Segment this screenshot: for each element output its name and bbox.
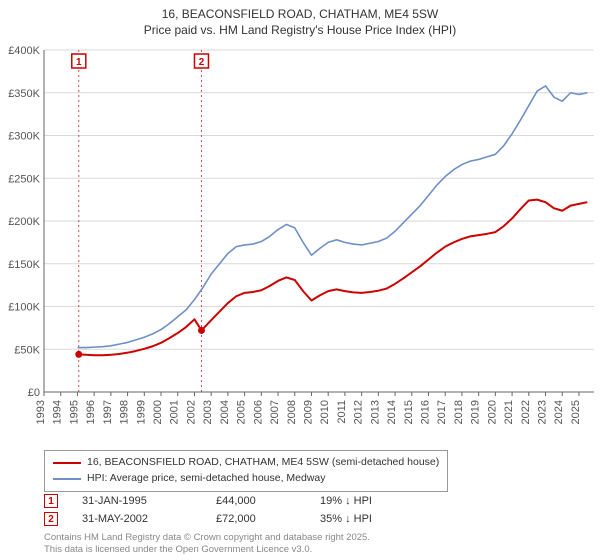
svg-text:2021: 2021 bbox=[503, 400, 515, 424]
sale-date: 31-MAY-2002 bbox=[82, 513, 192, 525]
chart-area: £0 £50K £100K £150K £200K £250K £300K £350K £400… bbox=[0, 42, 600, 442]
svg-text:2024: 2024 bbox=[553, 400, 565, 424]
svg-text:2013: 2013 bbox=[369, 400, 381, 424]
legend-item: 16, BEACONSFIELD ROAD, CHATHAM, ME4 5SW … bbox=[53, 455, 439, 471]
svg-text:1994: 1994 bbox=[52, 400, 64, 424]
svg-text:2023: 2023 bbox=[537, 400, 549, 424]
sale-price: £44,000 bbox=[216, 495, 296, 507]
svg-text:£400K: £400K bbox=[8, 45, 40, 57]
svg-text:2016: 2016 bbox=[419, 400, 431, 424]
svg-text:2002: 2002 bbox=[185, 400, 197, 424]
svg-text:£250K: £250K bbox=[8, 173, 40, 185]
sale-pct-vs-hpi: 19% ↓ HPI bbox=[320, 495, 410, 507]
svg-text:1996: 1996 bbox=[85, 400, 97, 424]
footer-line2: This data is licensed under the Open Gov… bbox=[44, 544, 370, 556]
svg-text:£0: £0 bbox=[28, 387, 40, 399]
legend-label: 16, BEACONSFIELD ROAD, CHATHAM, ME4 5SW … bbox=[87, 455, 439, 471]
title-line1: 16, BEACONSFIELD ROAD, CHATHAM, ME4 5SW bbox=[0, 6, 600, 22]
svg-text:2009: 2009 bbox=[302, 400, 314, 424]
svg-text:2015: 2015 bbox=[403, 400, 415, 424]
svg-text:£350K: £350K bbox=[8, 88, 40, 100]
svg-text:1997: 1997 bbox=[102, 400, 114, 424]
svg-text:£200K: £200K bbox=[8, 216, 40, 228]
sale-date: 31-JAN-1995 bbox=[82, 495, 192, 507]
svg-text:1998: 1998 bbox=[119, 400, 131, 424]
svg-text:1993: 1993 bbox=[35, 400, 47, 424]
svg-text:2020: 2020 bbox=[486, 400, 498, 424]
legend-item: HPI: Average price, semi-detached house,… bbox=[53, 471, 439, 487]
svg-text:1999: 1999 bbox=[135, 400, 147, 424]
svg-text:£100K: £100K bbox=[8, 302, 40, 314]
svg-text:2018: 2018 bbox=[453, 400, 465, 424]
sale-row: 2 31-MAY-2002 £72,000 35% ↓ HPI bbox=[44, 510, 410, 528]
svg-text:£150K: £150K bbox=[8, 259, 40, 271]
svg-text:2025: 2025 bbox=[570, 400, 582, 424]
svg-text:2019: 2019 bbox=[470, 400, 482, 424]
sale-row: 1 31-JAN-1995 £44,000 19% ↓ HPI bbox=[44, 492, 410, 510]
sale-marker-box: 1 bbox=[44, 494, 58, 508]
svg-text:2: 2 bbox=[199, 57, 205, 68]
svg-text:1995: 1995 bbox=[68, 400, 80, 424]
title-line2: Price paid vs. HM Land Registry's House … bbox=[0, 22, 600, 38]
svg-text:2005: 2005 bbox=[236, 400, 248, 424]
svg-text:2004: 2004 bbox=[219, 400, 231, 424]
chart-title: 16, BEACONSFIELD ROAD, CHATHAM, ME4 5SW … bbox=[0, 0, 600, 38]
svg-text:2011: 2011 bbox=[336, 400, 348, 424]
chart-svg: £0 £50K £100K £150K £200K £250K £300K £350K £400… bbox=[0, 42, 600, 442]
svg-text:£50K: £50K bbox=[14, 344, 40, 356]
sale-table: 1 31-JAN-1995 £44,000 19% ↓ HPI 2 31-MAY-2002… bbox=[44, 492, 410, 528]
svg-text:2006: 2006 bbox=[252, 400, 264, 424]
sale-price: £72,000 bbox=[216, 513, 296, 525]
svg-text:2001: 2001 bbox=[169, 400, 181, 424]
sale-pct-vs-hpi: 35% ↓ HPI bbox=[320, 513, 410, 525]
footer-attribution: Contains HM Land Registry data © Crown c… bbox=[44, 532, 370, 556]
svg-text:2007: 2007 bbox=[269, 400, 281, 424]
legend-swatch bbox=[53, 462, 81, 464]
legend-swatch bbox=[53, 478, 81, 480]
legend-label: HPI: Average price, semi-detached house,… bbox=[87, 471, 326, 487]
sale-marker-box: 2 bbox=[44, 512, 58, 526]
svg-text:2010: 2010 bbox=[319, 400, 331, 424]
svg-text:2003: 2003 bbox=[202, 400, 214, 424]
svg-text:2017: 2017 bbox=[436, 400, 448, 424]
svg-text:2022: 2022 bbox=[520, 400, 532, 424]
svg-text:2000: 2000 bbox=[152, 400, 164, 424]
legend: 16, BEACONSFIELD ROAD, CHATHAM, ME4 5SW … bbox=[44, 450, 448, 492]
footer-line1: Contains HM Land Registry data © Crown c… bbox=[44, 532, 370, 544]
svg-text:2012: 2012 bbox=[353, 400, 365, 424]
svg-text:1: 1 bbox=[76, 57, 82, 68]
svg-text:2014: 2014 bbox=[386, 400, 398, 424]
svg-text:£300K: £300K bbox=[8, 131, 40, 143]
svg-text:2008: 2008 bbox=[286, 400, 298, 424]
